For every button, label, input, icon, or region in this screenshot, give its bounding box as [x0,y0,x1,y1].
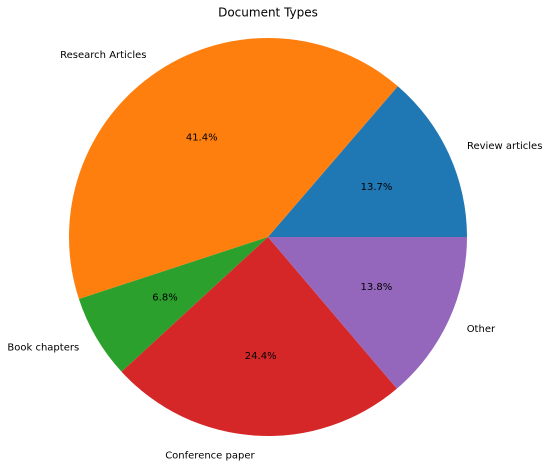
pie-slice [69,37,398,300]
pie-slice [121,237,397,436]
value-label: 13.7% [361,182,393,193]
slice-label: Book chapters [7,343,79,354]
value-label: 6.8% [152,292,177,303]
pie-slice [268,237,467,389]
value-label: 13.8% [360,282,392,293]
slice-label: Other [467,324,496,335]
slice-label: Research Articles [60,50,146,61]
pie-slice [268,86,467,238]
slice-label: Conference paper [165,450,255,461]
value-label: 24.4% [245,351,277,362]
value-label: 41.4% [186,133,218,144]
slice-label: Review articles [467,141,542,152]
pie-slice [78,237,268,372]
chart-title: Document Types [218,6,318,20]
